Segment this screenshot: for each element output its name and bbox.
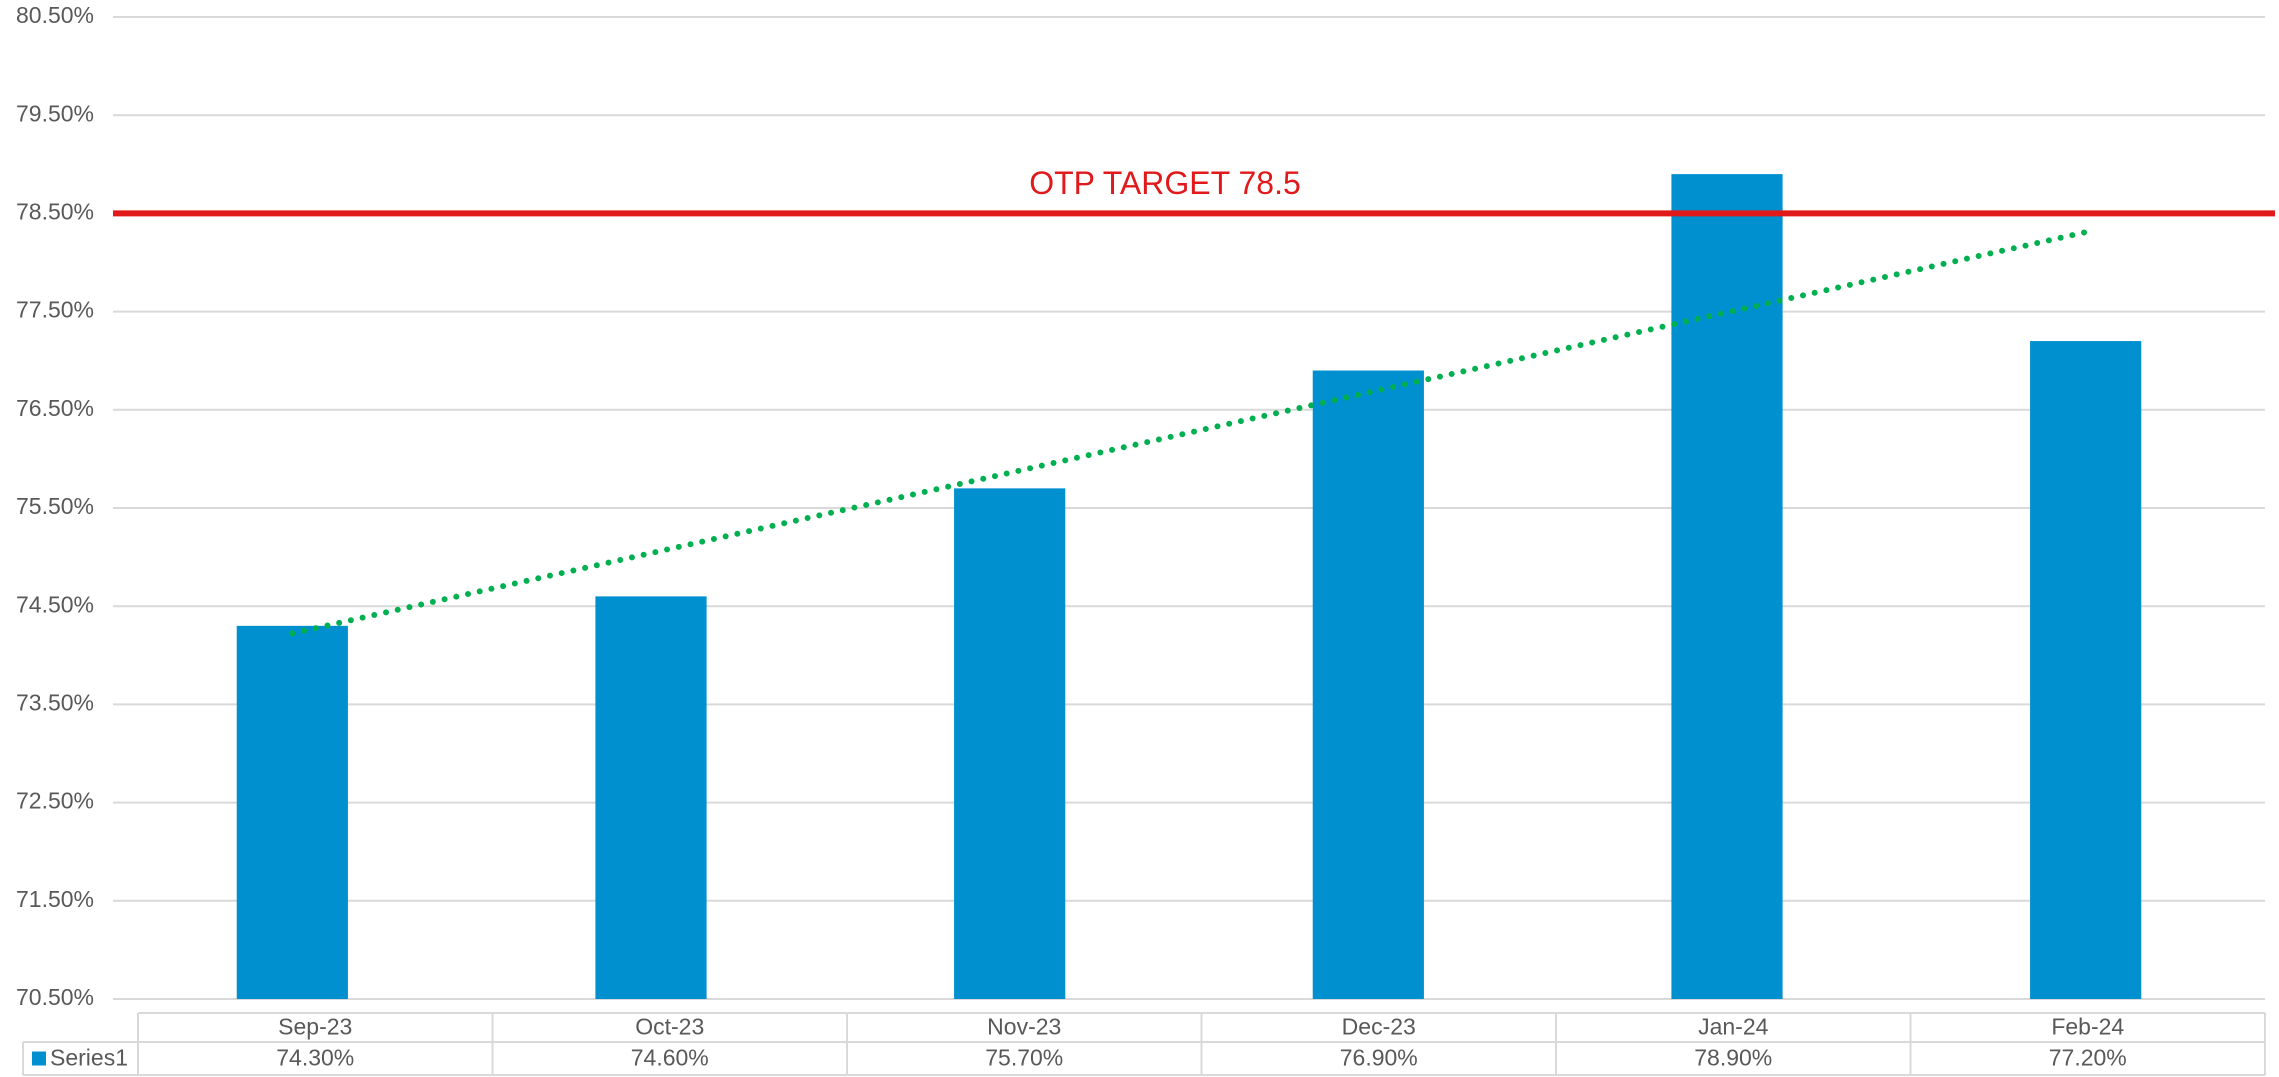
data-label: 74.30% xyxy=(276,1045,354,1071)
bar xyxy=(236,625,348,999)
y-tick-label: 75.50% xyxy=(16,493,94,519)
data-label: 75.70% xyxy=(985,1045,1063,1071)
x-tick-label: Oct-23 xyxy=(635,1014,704,1040)
y-tick-label: 79.50% xyxy=(16,100,94,126)
y-tick-label: 78.50% xyxy=(16,198,94,224)
y-tick-label: 71.50% xyxy=(16,886,94,912)
legend-label: Series1 xyxy=(50,1045,128,1071)
bar xyxy=(2030,341,2142,999)
bar xyxy=(954,488,1066,999)
data-label: 74.60% xyxy=(631,1045,709,1071)
y-tick-label: 73.50% xyxy=(16,689,94,715)
x-tick-label: Dec-23 xyxy=(1342,1014,1416,1040)
y-tick-label: 72.50% xyxy=(16,788,94,814)
x-tick-label: Jan-24 xyxy=(1698,1014,1769,1040)
bar xyxy=(595,596,707,999)
data-label: 78.90% xyxy=(1694,1045,1772,1071)
y-tick-label: 77.50% xyxy=(16,297,94,323)
y-tick-label: 80.50% xyxy=(16,2,94,28)
x-tick-label: Sep-23 xyxy=(278,1014,352,1040)
y-tick-label: 74.50% xyxy=(16,591,94,617)
trendline xyxy=(289,229,2089,637)
data-label: 77.20% xyxy=(2049,1045,2127,1071)
data-label: 76.90% xyxy=(1340,1045,1418,1071)
bar xyxy=(1671,174,1783,999)
y-tick-label: 76.50% xyxy=(16,395,94,421)
y-tick-label: 70.50% xyxy=(16,984,94,1010)
bar xyxy=(1312,370,1424,999)
x-tick-label: Nov-23 xyxy=(987,1014,1061,1040)
target-label: OTP TARGET 78.5 xyxy=(1029,165,1301,201)
x-tick-label: Feb-24 xyxy=(2051,1014,2124,1040)
legend-key xyxy=(32,1051,46,1066)
